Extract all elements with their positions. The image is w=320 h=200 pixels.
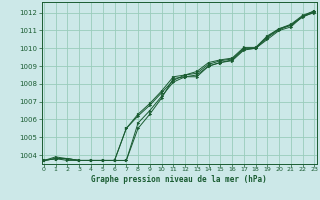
X-axis label: Graphe pression niveau de la mer (hPa): Graphe pression niveau de la mer (hPa) <box>91 175 267 184</box>
